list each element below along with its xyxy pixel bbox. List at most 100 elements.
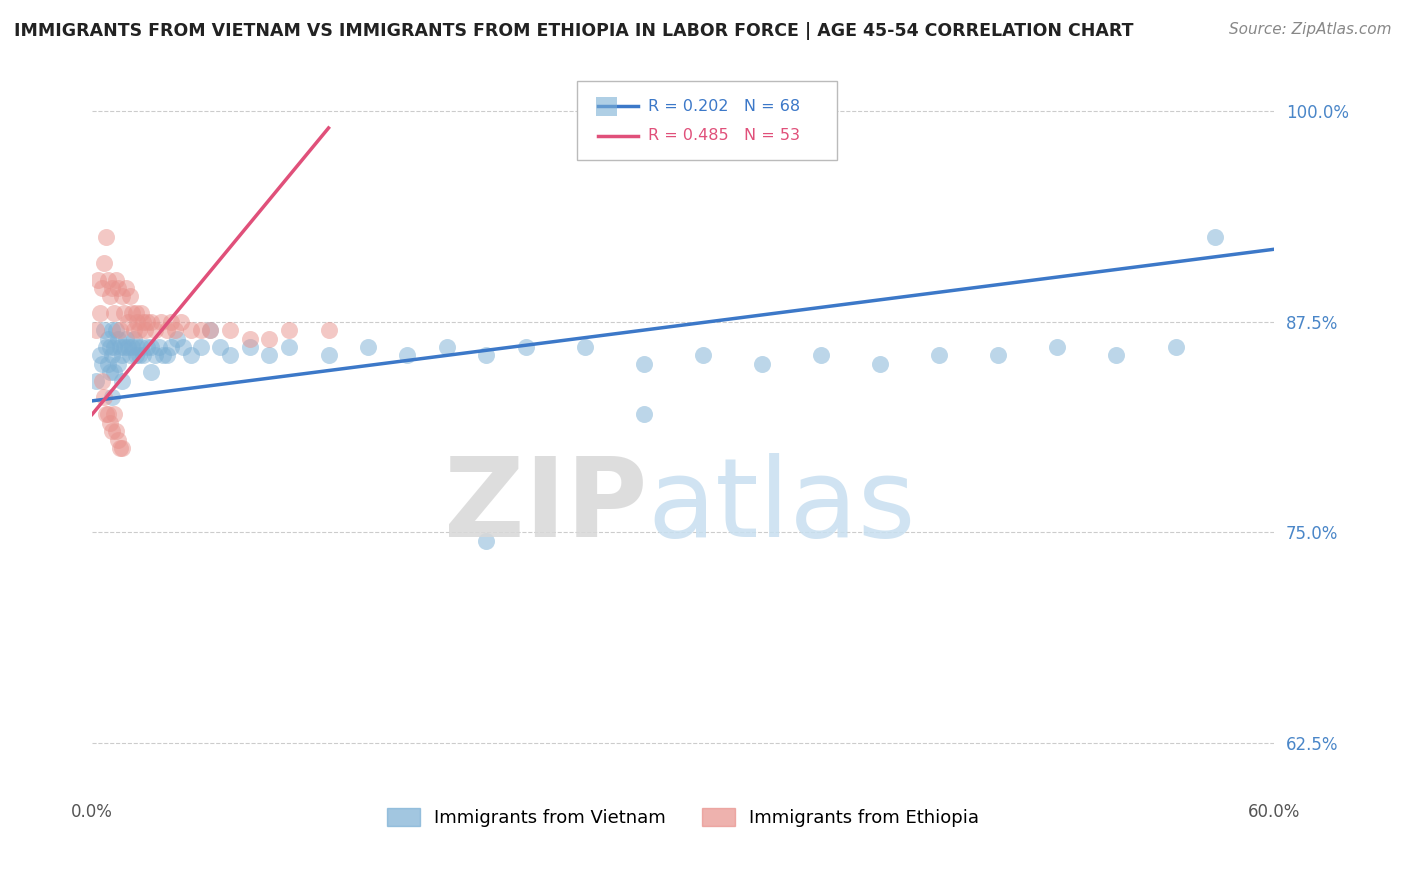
Point bbox=[104, 323, 127, 337]
Point bbox=[141, 365, 163, 379]
FancyBboxPatch shape bbox=[596, 97, 617, 116]
Point bbox=[124, 348, 146, 362]
Point bbox=[108, 441, 131, 455]
Point bbox=[107, 332, 129, 346]
Point bbox=[180, 323, 202, 337]
Point bbox=[101, 281, 124, 295]
Point bbox=[107, 433, 129, 447]
Point bbox=[1204, 230, 1226, 244]
Point bbox=[239, 340, 262, 354]
Point bbox=[574, 340, 596, 354]
Point bbox=[84, 323, 107, 337]
Point bbox=[136, 315, 159, 329]
Point bbox=[94, 340, 117, 354]
Point bbox=[209, 340, 232, 354]
Point bbox=[239, 332, 262, 346]
Point bbox=[122, 323, 145, 337]
Point bbox=[117, 315, 139, 329]
Point bbox=[633, 357, 655, 371]
Point bbox=[98, 365, 121, 379]
Point bbox=[475, 533, 498, 548]
Point bbox=[219, 323, 242, 337]
Point bbox=[104, 424, 127, 438]
Point bbox=[111, 374, 134, 388]
Point bbox=[166, 332, 188, 346]
Point bbox=[128, 323, 150, 337]
Point bbox=[101, 348, 124, 362]
Point bbox=[112, 306, 135, 320]
Point bbox=[107, 281, 129, 295]
Point bbox=[128, 348, 150, 362]
Text: R = 0.485   N = 53: R = 0.485 N = 53 bbox=[648, 128, 800, 144]
Point bbox=[104, 272, 127, 286]
Point bbox=[98, 340, 121, 354]
Point bbox=[869, 357, 891, 371]
Text: ZIP: ZIP bbox=[444, 453, 648, 560]
Point bbox=[124, 306, 146, 320]
Point bbox=[114, 281, 136, 295]
Point bbox=[108, 340, 131, 354]
Point bbox=[93, 391, 115, 405]
Point bbox=[136, 340, 159, 354]
Point bbox=[93, 323, 115, 337]
Point bbox=[259, 348, 281, 362]
Point bbox=[107, 357, 129, 371]
Point bbox=[357, 340, 380, 354]
Text: Source: ZipAtlas.com: Source: ZipAtlas.com bbox=[1229, 22, 1392, 37]
Point bbox=[190, 323, 212, 337]
Point bbox=[111, 289, 134, 303]
Point bbox=[108, 323, 131, 337]
FancyBboxPatch shape bbox=[576, 81, 837, 160]
Point bbox=[172, 340, 194, 354]
Point bbox=[93, 256, 115, 270]
Point bbox=[103, 365, 125, 379]
Point bbox=[84, 374, 107, 388]
Point bbox=[692, 348, 714, 362]
Point bbox=[127, 340, 149, 354]
Point bbox=[143, 348, 166, 362]
Point bbox=[200, 323, 222, 337]
Point bbox=[259, 332, 281, 346]
Point bbox=[131, 306, 153, 320]
Point bbox=[97, 357, 120, 371]
Point bbox=[117, 340, 139, 354]
Point bbox=[810, 348, 832, 362]
Point bbox=[156, 323, 179, 337]
Point bbox=[121, 306, 143, 320]
Point bbox=[91, 374, 114, 388]
Point bbox=[132, 315, 155, 329]
Point bbox=[1105, 348, 1128, 362]
Point bbox=[200, 323, 222, 337]
Point bbox=[318, 323, 340, 337]
Point bbox=[515, 340, 537, 354]
Point bbox=[103, 408, 125, 422]
Point bbox=[97, 332, 120, 346]
Point bbox=[318, 348, 340, 362]
Text: atlas: atlas bbox=[648, 453, 917, 560]
Point bbox=[118, 289, 141, 303]
Point bbox=[278, 340, 301, 354]
Point bbox=[98, 416, 121, 430]
Point bbox=[156, 348, 179, 362]
Point bbox=[87, 272, 110, 286]
Point bbox=[751, 357, 773, 371]
Point bbox=[122, 332, 145, 346]
Point bbox=[94, 408, 117, 422]
Point bbox=[134, 323, 156, 337]
Point bbox=[114, 332, 136, 346]
Point bbox=[97, 272, 120, 286]
Point bbox=[180, 348, 202, 362]
Point bbox=[475, 348, 498, 362]
Point bbox=[89, 348, 111, 362]
Point bbox=[121, 340, 143, 354]
Point bbox=[152, 348, 174, 362]
Point bbox=[89, 306, 111, 320]
Point bbox=[101, 424, 124, 438]
Point bbox=[98, 289, 121, 303]
Point bbox=[190, 340, 212, 354]
Point bbox=[127, 315, 149, 329]
Point bbox=[132, 348, 155, 362]
Text: R = 0.202   N = 68: R = 0.202 N = 68 bbox=[648, 99, 800, 113]
Point bbox=[633, 408, 655, 422]
Point bbox=[436, 340, 458, 354]
